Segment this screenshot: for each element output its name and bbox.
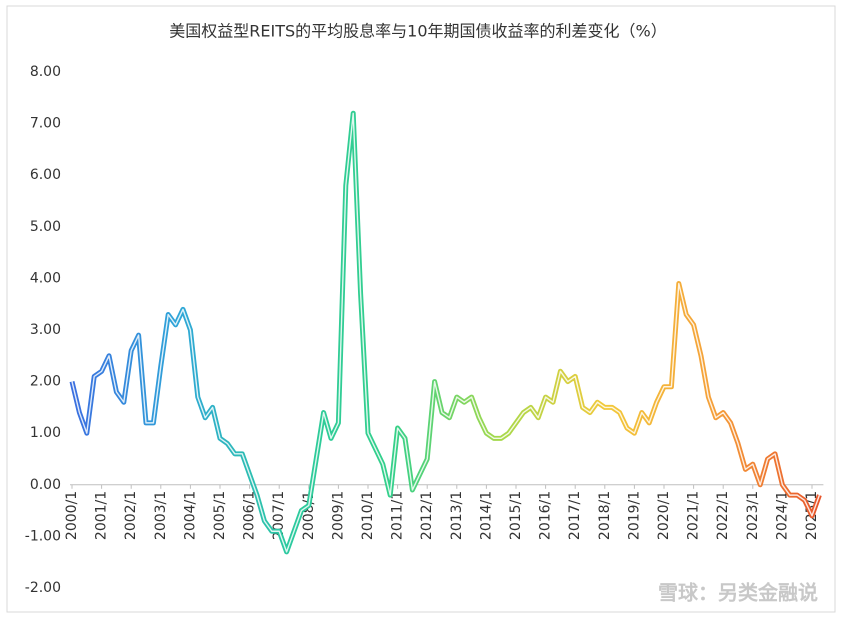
x-tick-label: 2002/1 — [123, 491, 139, 540]
x-tick-label: 2020/1 — [656, 491, 672, 540]
y-tick-label: -1.00 — [25, 528, 61, 544]
x-tick-label: 2014/1 — [478, 491, 494, 540]
y-tick-label: 1.00 — [30, 425, 61, 441]
x-tick-label: 2004/1 — [182, 491, 198, 540]
x-tick-label: 2005/1 — [212, 491, 228, 540]
x-tick-label: 2015/1 — [508, 491, 524, 540]
chart-border — [6, 5, 836, 613]
x-tick-label: 2003/1 — [153, 491, 169, 540]
x-tick-label: 2021/1 — [686, 491, 702, 540]
watermark: 雪球：另类金融说 — [658, 581, 818, 605]
x-tick-label: 2009/1 — [330, 491, 346, 540]
line-highlight — [71, 112, 821, 553]
x-tick-label: 2023/1 — [745, 491, 761, 540]
y-tick-label: 8.00 — [30, 64, 61, 80]
x-tick-label: 2019/1 — [626, 491, 642, 540]
y-tick-label: 0.00 — [30, 477, 61, 493]
x-tick-label: 2011/1 — [390, 491, 406, 540]
y-tick-label: 7.00 — [30, 116, 61, 132]
chart-title: 美国权益型REITS的平均股息率与10年期国债收益率的利差变化（%） — [169, 22, 666, 41]
x-tick-label: 2000/1 — [64, 491, 80, 540]
x-tick-label: 2016/1 — [538, 491, 554, 540]
y-tick-label: 3.00 — [30, 322, 61, 338]
x-tick-label: 2006/1 — [242, 491, 258, 540]
x-tick-label: 2022/1 — [715, 491, 731, 540]
y-tick-label: 6.00 — [30, 167, 61, 183]
x-tick-label: 2013/1 — [449, 491, 465, 540]
y-tick-label: 4.00 — [30, 270, 61, 286]
x-tick-label: 2017/1 — [567, 491, 583, 540]
line — [69, 110, 822, 555]
x-tick-label: 2008/1 — [301, 491, 317, 540]
y-tick-label: -2.00 — [25, 580, 61, 596]
y-tick-label: 5.00 — [30, 219, 61, 235]
x-tick-label: 2012/1 — [419, 491, 435, 540]
x-tick-label: 2010/1 — [360, 491, 376, 540]
x-tick-label: 2007/1 — [271, 491, 287, 540]
x-tick-label: 2024/1 — [774, 491, 790, 540]
x-tick-label: 2018/1 — [597, 491, 613, 540]
y-tick-label: 2.00 — [30, 374, 61, 390]
x-tick-label: 2001/1 — [94, 491, 110, 540]
